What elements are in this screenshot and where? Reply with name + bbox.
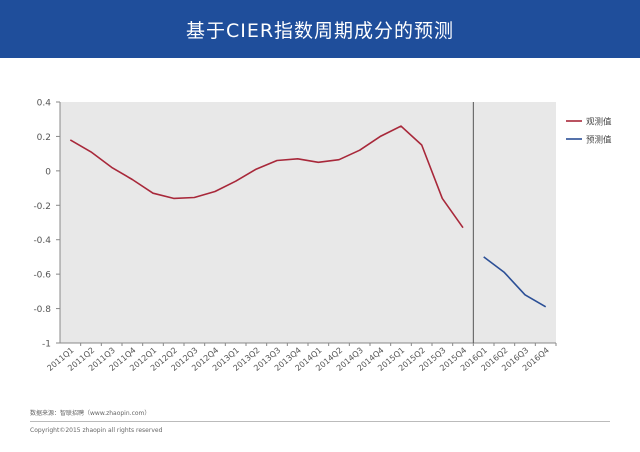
y-tick-label: -1 <box>42 340 51 350</box>
y-tick-label: -0.6 <box>33 271 51 281</box>
plot-area <box>60 102 556 343</box>
y-tick-label: -0.8 <box>33 305 51 315</box>
series-line-1 <box>483 256 547 308</box>
page-title: 基于CIER指数周期成分的预测 <box>185 19 455 42</box>
y-tick-label: 0.4 <box>37 99 52 109</box>
series-line-0 <box>69 125 464 229</box>
y-tick-label: -0.2 <box>33 202 51 212</box>
footer-divider <box>30 421 610 422</box>
copyright-note: Copyright©2015 zhaopin all rights reserv… <box>30 427 163 434</box>
legend-label: 观测值 <box>586 117 612 128</box>
legend-label: 预测值 <box>586 135 612 146</box>
header-banner: 基于CIER指数周期成分的预测 <box>0 0 640 58</box>
y-tick-label: 0 <box>45 167 51 177</box>
y-tick-label: 0.2 <box>37 133 51 143</box>
forecast-chart: 0.40.20-0.2-0.4-0.6-0.8-12011Q12011Q2201… <box>33 99 612 373</box>
data-source-note: 数据来源：智联招聘（www.zhaopin.com） <box>30 410 151 417</box>
y-tick-label: -0.4 <box>33 236 51 246</box>
